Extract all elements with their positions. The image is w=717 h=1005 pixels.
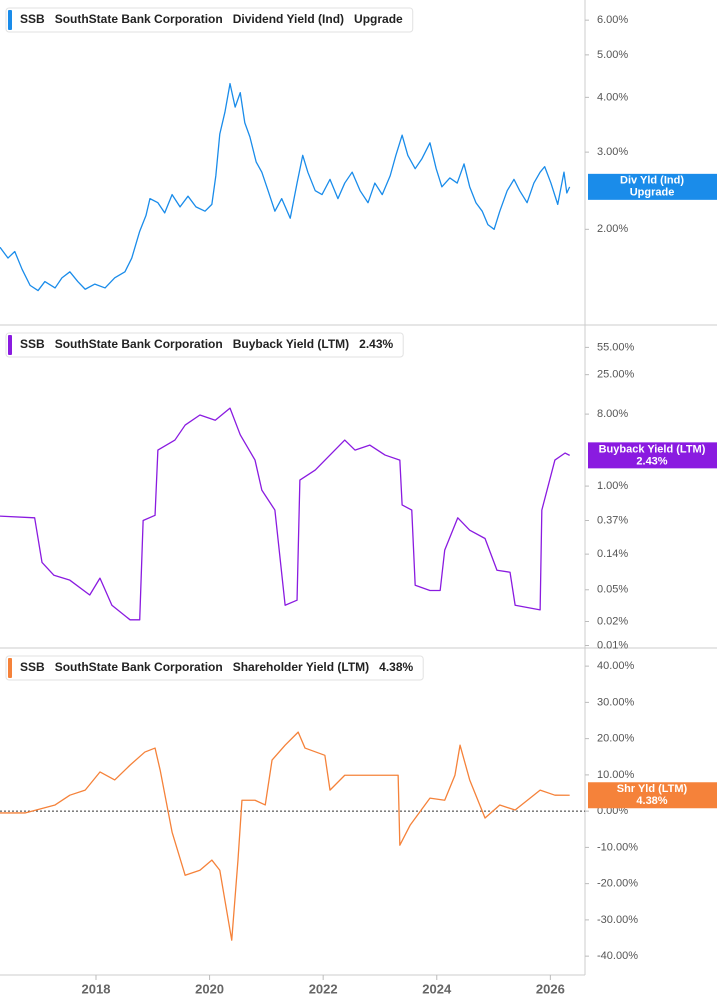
x-tick-label: 2024	[422, 981, 452, 996]
legend-ticker: SSB	[20, 660, 45, 674]
y-tick-label: 0.37%	[597, 514, 628, 526]
current-value-name: Div Yld (Ind)	[620, 175, 684, 187]
y-tick-label: 1.00%	[597, 480, 628, 492]
legend-color-bar	[8, 10, 12, 30]
legend-box	[5, 655, 424, 681]
y-tick-label: 20.00%	[597, 733, 635, 745]
legend-entry: Shareholder Yield (LTM)	[233, 660, 369, 674]
x-tick-label: 2026	[536, 981, 565, 996]
y-tick-label: 30.00%	[597, 696, 635, 708]
y-tick-label: 0.02%	[597, 615, 628, 627]
y-tick-label: 55.00%	[597, 341, 635, 353]
current-value-box	[588, 782, 717, 809]
legend-company: SouthState Bank Corporation	[55, 337, 223, 351]
y-tick-label: 25.00%	[597, 369, 635, 381]
y-tick-label: 0.05%	[597, 584, 628, 596]
y-tick-label: 40.00%	[597, 660, 635, 672]
y-tick-label: -40.00%	[597, 950, 638, 962]
current-value-label: Upgrade	[630, 187, 675, 199]
current-value-box	[588, 442, 717, 469]
y-tick-label: -10.00%	[597, 841, 638, 853]
legend-entry: Dividend Yield (Ind)	[233, 12, 344, 26]
y-tick-label: 6.00%	[597, 14, 628, 26]
current-value-label: 4.38%	[636, 795, 667, 807]
y-tick-label: -20.00%	[597, 878, 638, 890]
legend-ticker: SSB	[20, 337, 45, 351]
x-tick-label: 2018	[82, 981, 111, 996]
x-tick-label: 2022	[309, 981, 338, 996]
legend-box	[5, 332, 404, 358]
y-tick-label: 0.01%	[597, 639, 628, 651]
y-tick-label: 3.00%	[597, 146, 628, 158]
y-tick-label: 8.00%	[597, 408, 628, 420]
series-line	[0, 82, 571, 292]
y-tick-label: 5.00%	[597, 49, 628, 61]
legend-company: SouthState Bank Corporation	[55, 12, 223, 26]
y-tick-label: 10.00%	[597, 769, 635, 781]
x-tick-label: 2020	[195, 981, 224, 996]
y-tick-label: 0.14%	[597, 548, 628, 560]
legend-box	[5, 7, 414, 33]
series-line	[0, 407, 570, 621]
legend-entry: Buyback Yield (LTM)	[233, 337, 349, 351]
y-tick-label: -30.00%	[597, 914, 638, 926]
legend-company: SouthState Bank Corporation	[55, 660, 223, 674]
current-value-label: 2.43%	[636, 455, 667, 467]
y-tick-label: 4.00%	[597, 91, 628, 103]
current-value-name: Shr Yld (LTM)	[617, 783, 688, 795]
series-line	[0, 731, 570, 941]
y-tick-label: 2.00%	[597, 223, 628, 235]
legend-color-bar	[8, 658, 12, 678]
legend-status: Upgrade	[354, 12, 403, 26]
legend-color-bar	[8, 335, 12, 355]
current-value-box	[588, 173, 717, 200]
legend-current-value: 4.38%	[379, 660, 413, 674]
legend-ticker: SSB	[20, 12, 45, 26]
current-value-name: Buyback Yield (LTM)	[599, 443, 706, 455]
legend-current-value: 2.43%	[359, 337, 393, 351]
